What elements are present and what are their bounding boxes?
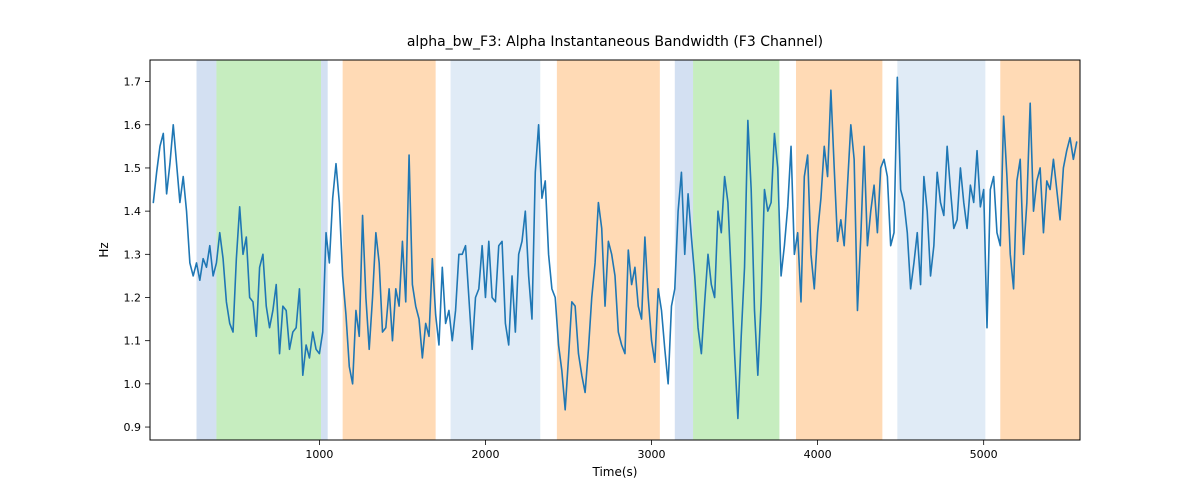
y-tick-label: 0.9 xyxy=(124,421,142,434)
band xyxy=(897,60,985,440)
y-tick-label: 1.1 xyxy=(124,335,142,348)
y-tick-label: 1.4 xyxy=(124,205,142,218)
y-tick-label: 1.6 xyxy=(124,119,142,132)
band xyxy=(796,60,882,440)
band xyxy=(197,60,217,440)
y-tick-label: 1.5 xyxy=(124,162,142,175)
x-axis: 1000 2000 3000 4000 5000 xyxy=(305,440,997,461)
y-axis: 0.9 1.0 1.1 1.2 1.3 1.4 1.5 1.6 1.7 xyxy=(124,76,151,434)
y-tick-label: 1.2 xyxy=(124,292,142,305)
x-tick-label: 3000 xyxy=(638,448,666,461)
y-tick-label: 1.0 xyxy=(124,378,142,391)
x-tick-label: 4000 xyxy=(804,448,832,461)
band xyxy=(216,60,321,440)
band xyxy=(343,60,436,440)
x-tick-label: 2000 xyxy=(471,448,499,461)
x-axis-label: Time(s) xyxy=(592,465,638,479)
band xyxy=(1000,60,1080,440)
y-axis-label: Hz xyxy=(97,242,111,257)
background-bands xyxy=(197,60,1081,440)
x-tick-label: 1000 xyxy=(305,448,333,461)
x-tick-label: 5000 xyxy=(970,448,998,461)
band xyxy=(321,60,328,440)
y-tick-label: 1.3 xyxy=(124,248,142,261)
chart-title: alpha_bw_F3: Alpha Instantaneous Bandwid… xyxy=(407,34,823,50)
y-tick-label: 1.7 xyxy=(124,76,142,89)
